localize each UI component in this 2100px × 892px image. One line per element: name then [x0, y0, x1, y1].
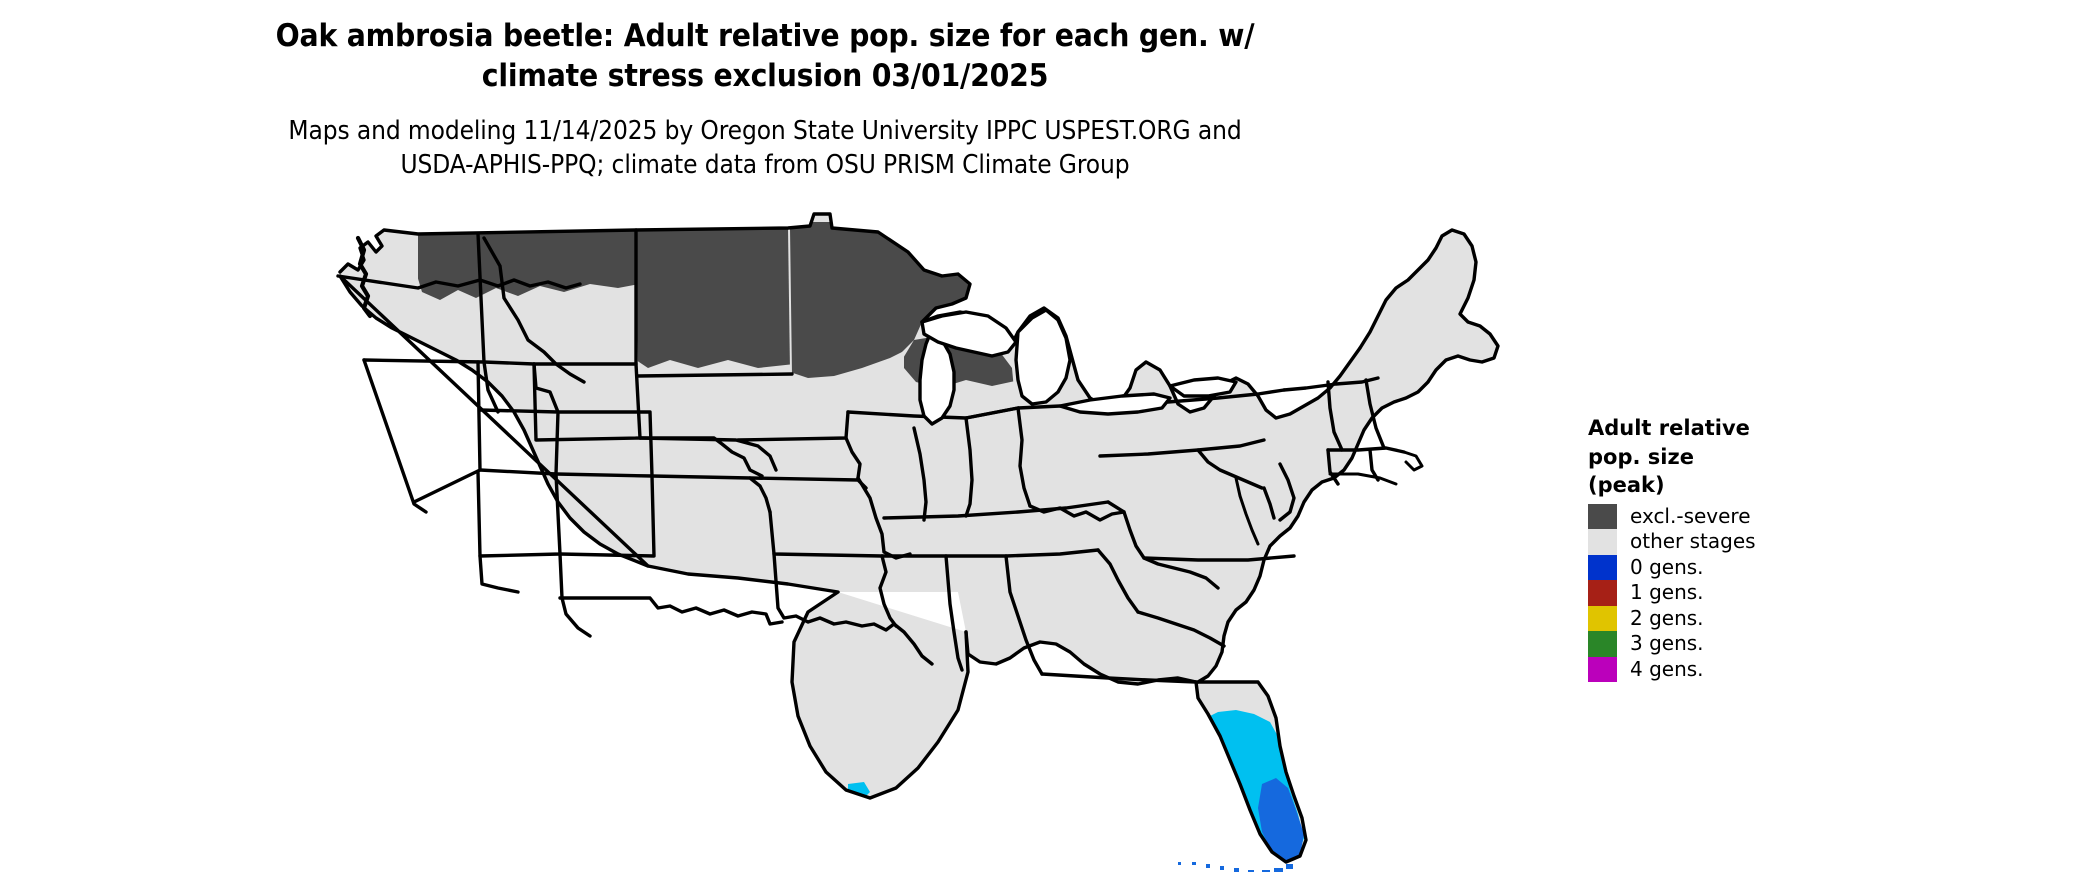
map-legend: Adult relative pop. size (peak) excl.-se…	[1588, 414, 1848, 682]
border-wv-va	[1028, 504, 1126, 522]
title-block: Oak ambrosia beetle: Adult relative pop.…	[0, 16, 1530, 182]
border-sd-mn-ia	[638, 436, 778, 472]
border-gulf-coast	[964, 630, 1198, 686]
page-title: Oak ambrosia beetle: Adult relative pop.…	[275, 18, 1255, 94]
border-oh-pa-wv	[1016, 406, 1032, 508]
legend-swatch-1-gens	[1588, 580, 1617, 606]
legend-items: excl.-severe other stages 0 gens. 1 gens…	[1588, 503, 1848, 682]
border-west-coast	[338, 274, 650, 568]
legend-swatch-2-gens	[1588, 605, 1617, 631]
legend-swatch-other-stages	[1588, 529, 1617, 555]
legend-swatch-3-gens	[1588, 631, 1617, 657]
legend-label-4-gens: 4 gens.	[1630, 656, 1704, 681]
legend-swatch-excl-severe	[1588, 503, 1617, 529]
border-id-mt	[482, 236, 586, 384]
legend-label-0-gens: 0 gens.	[1630, 554, 1704, 579]
border-tn-ms-al-ga	[880, 548, 1100, 558]
border-ar-ms	[878, 554, 898, 628]
border-florida-coast	[1194, 680, 1308, 864]
border-ut-co	[478, 408, 560, 476]
legend-row-1-gens[interactable]: 1 gens.	[1588, 580, 1848, 606]
border-nv-ut-az	[412, 360, 482, 504]
legend-row-4-gens[interactable]: 4 gens.	[1588, 656, 1848, 682]
border-texas-mexico	[646, 564, 970, 800]
area-zero-gens-florida-blue	[1258, 778, 1304, 862]
border-ne-ia-mo	[650, 474, 772, 514]
border-vt-nh	[1326, 380, 1344, 452]
puget-sound-detail	[355, 235, 373, 319]
us-landmass	[340, 214, 1498, 862]
border-nh-me	[1364, 378, 1386, 450]
legend-row-other-stages[interactable]: other stages	[1588, 529, 1848, 555]
border-ct-ny	[1326, 448, 1340, 486]
legend-title: Adult relative pop. size (peak)	[1588, 416, 1750, 497]
border-ma-ct-ri	[1326, 446, 1406, 454]
legend-row-0-gens[interactable]: 0 gens.	[1588, 554, 1848, 580]
border-ks-ok	[558, 474, 656, 558]
border-md-va	[1196, 448, 1264, 490]
border-or-id	[476, 232, 486, 364]
border-in-oh	[964, 416, 974, 518]
florida-keys-specks	[1178, 862, 1293, 872]
border-wa-or	[336, 274, 582, 290]
area-excl-severe-north-dakota	[636, 228, 790, 368]
legend-label-3-gens: 3 gens.	[1630, 631, 1704, 655]
border-or-ca-nv	[362, 358, 500, 414]
border-ga-fl	[1040, 672, 1198, 684]
lake-michigan	[918, 332, 956, 426]
border-il-in	[912, 426, 928, 522]
legend-swatch-0-gens	[1588, 554, 1617, 580]
legend-row-2-gens[interactable]: 2 gens.	[1588, 605, 1848, 631]
legend-row-excl-severe[interactable]: excl.-severe	[1588, 503, 1848, 529]
legend-label-excl-severe: excl.-severe	[1630, 503, 1751, 528]
border-nc-sc	[1136, 610, 1226, 648]
us-map	[336, 212, 1500, 872]
border-co-ks	[554, 410, 654, 478]
border-ar-la	[772, 552, 896, 632]
border-co-nm-ks	[476, 470, 562, 558]
legend-row-3-gens[interactable]: 3 gens.	[1588, 631, 1848, 657]
border-la-ms	[892, 622, 934, 666]
border-nm-tx	[558, 552, 592, 638]
page-subtitle: Maps and modeling 11/14/2025 by Oregon S…	[288, 116, 1242, 180]
lake-superior	[920, 310, 1018, 358]
lake-ontario	[1168, 376, 1238, 398]
border-ok-tx	[558, 596, 784, 626]
border-northeast-coast	[1196, 228, 1500, 684]
border-ky-va-nc	[1106, 500, 1220, 590]
chesapeake-bay-detail	[1234, 476, 1260, 546]
legend-label-2-gens: 2 gens.	[1630, 605, 1704, 630]
border-de-md	[1262, 486, 1276, 520]
border-az-nm	[478, 554, 520, 594]
border-tn-ky	[882, 500, 1110, 520]
border-wy-sd-ne	[532, 362, 642, 442]
border-mo-il-ky	[856, 476, 912, 560]
map-land-layer	[340, 214, 1498, 862]
long-island-detail	[1328, 472, 1398, 486]
border-nv-ca	[362, 358, 428, 514]
border-nj-ny-pa	[1278, 462, 1296, 522]
border-al-ga	[1004, 554, 1044, 676]
lake-erie-basin	[1058, 392, 1172, 416]
border-va-nc	[1142, 554, 1296, 562]
legend-label-other-stages: other stages	[1630, 529, 1756, 553]
cape-cod-detail	[1402, 450, 1424, 472]
border-nd-sd	[636, 372, 794, 378]
lake-huron-erie	[1014, 308, 1072, 406]
border-ia-il	[844, 436, 862, 480]
border-ms-al	[944, 554, 964, 672]
legend-label-1-gens: 1 gens.	[1630, 580, 1704, 604]
map-borders-layer	[336, 212, 1500, 864]
border-sc-ga	[1096, 548, 1140, 614]
legend-swatch-4-gens	[1588, 656, 1617, 682]
